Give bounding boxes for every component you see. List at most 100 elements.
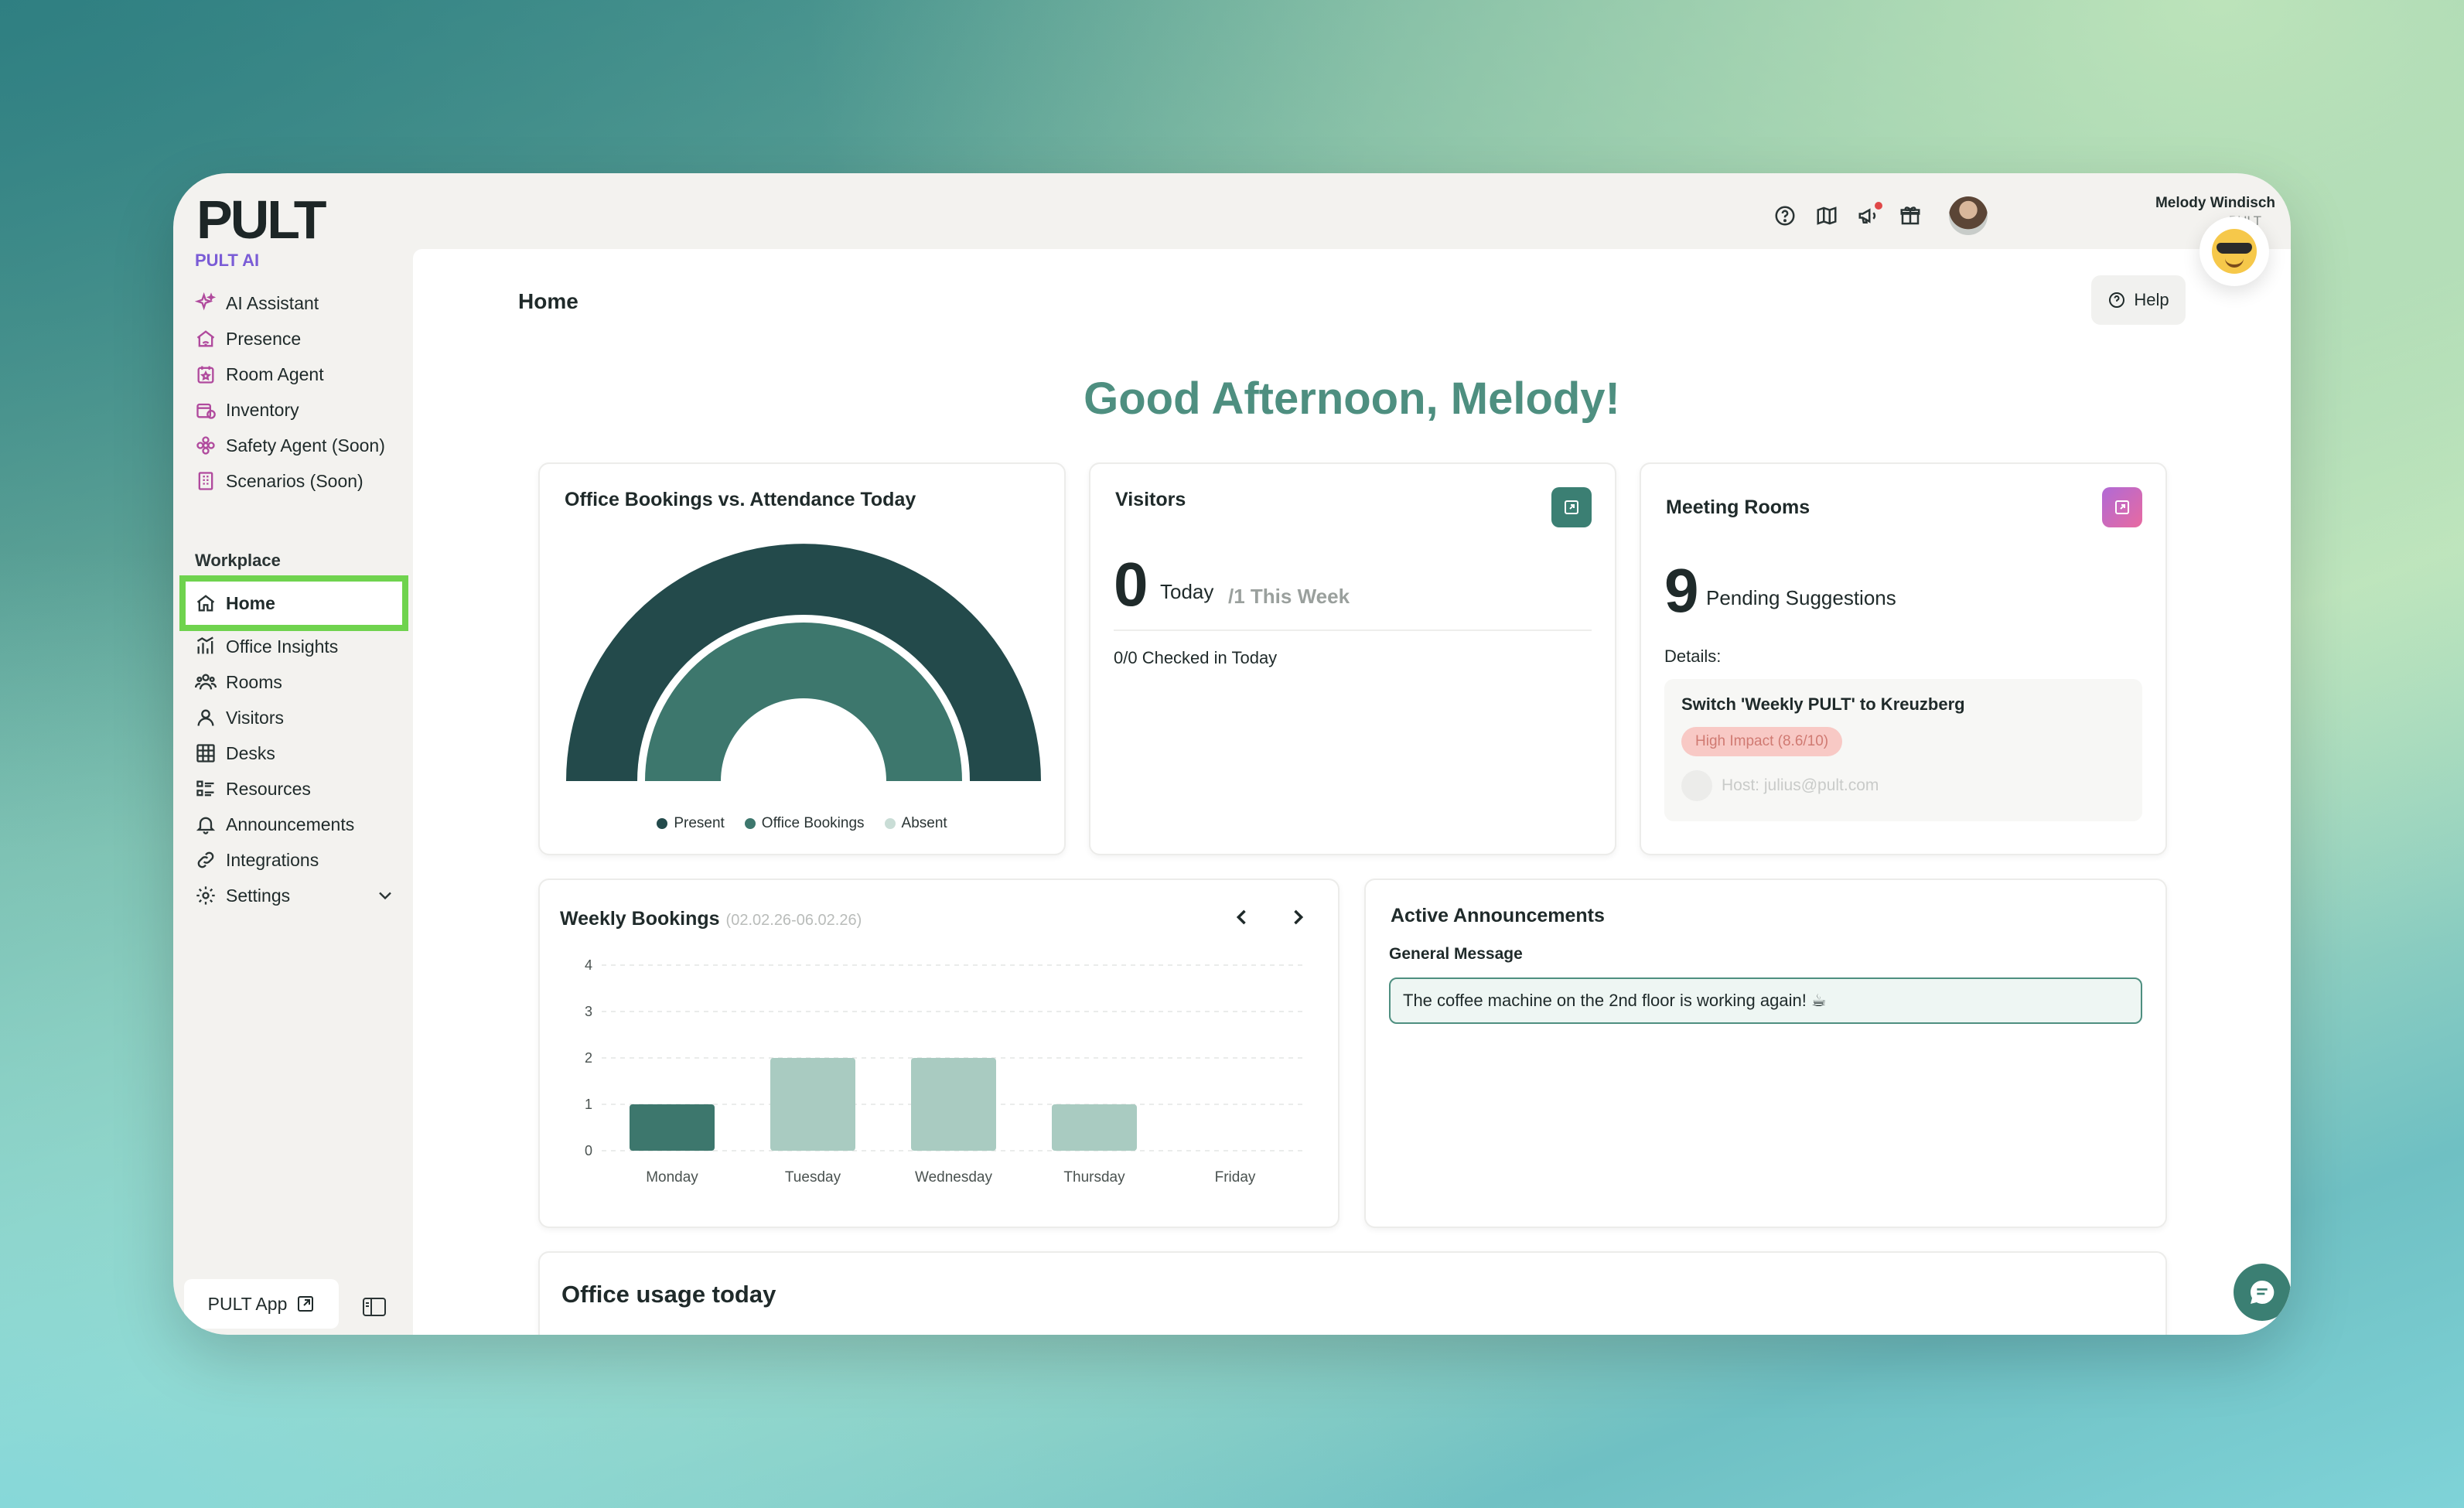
sidebar-item-announcements[interactable]: Announcements bbox=[195, 810, 396, 838]
emoji-status-button[interactable] bbox=[2200, 217, 2269, 286]
y-tick-label: 1 bbox=[585, 1097, 592, 1112]
x-tick-label: Tuesday bbox=[785, 1169, 841, 1186]
sidebar-item-home[interactable]: Home bbox=[179, 575, 408, 631]
sidebar-item-rooms[interactable]: Rooms bbox=[195, 668, 396, 696]
sidebar-section-pult-ai: PULT AI bbox=[195, 251, 260, 270]
weekly-bookings-card: Weekly Bookings (02.02.26-06.02.26) 0 1 2 3 4… bbox=[538, 879, 1340, 1228]
sidebar-item-scenarios[interactable]: Scenarios (Soon) bbox=[195, 467, 396, 495]
bar-wednesday[interactable] bbox=[911, 1058, 996, 1151]
sidebar-item-label: Integrations bbox=[226, 849, 319, 870]
sidebar-item-label: Visitors bbox=[226, 707, 284, 728]
announcement-subtitle: General Message bbox=[1389, 945, 1523, 963]
sidebar-item-label: Desks bbox=[226, 742, 275, 763]
open-meeting-rooms-button[interactable] bbox=[2102, 487, 2142, 527]
suggestion-item[interactable]: Switch 'Weekly PULT' to Kreuzberg High I… bbox=[1664, 679, 2142, 821]
y-tick-label: 2 bbox=[585, 1050, 592, 1066]
greeting-heading: Good Afternoon, Melody! bbox=[1084, 374, 1620, 424]
bookings-arc bbox=[645, 623, 962, 781]
pult-app-button[interactable]: PULT App bbox=[184, 1279, 339, 1329]
y-tick-label: 0 bbox=[585, 1143, 592, 1158]
chevron-down-icon[interactable] bbox=[374, 885, 396, 906]
sidebar-item-settings[interactable]: Settings bbox=[195, 882, 396, 909]
weekly-title: Weekly Bookings bbox=[560, 908, 720, 930]
sidebar-item-label: Home bbox=[226, 592, 275, 613]
external-link-icon bbox=[298, 1296, 314, 1312]
details-label: Details: bbox=[1664, 647, 1722, 666]
building-icon bbox=[198, 472, 213, 490]
meeting-rooms-card: Meeting Rooms 9 Pending Suggestions Deta… bbox=[1640, 462, 2167, 855]
bar-tuesday[interactable] bbox=[770, 1058, 855, 1151]
chat-button[interactable] bbox=[2234, 1264, 2291, 1321]
sidebar-item-ai-assistant[interactable]: AI Assistant bbox=[195, 289, 396, 317]
list-icon bbox=[196, 780, 214, 797]
sidebar-item-resources[interactable]: Resources bbox=[195, 775, 396, 803]
sidebar-toggle-icon[interactable] bbox=[362, 1296, 387, 1318]
legend-absent: Absent bbox=[884, 815, 947, 832]
sidebar-item-inventory[interactable]: Inventory bbox=[195, 396, 396, 424]
user-name[interactable]: Melody Windisch bbox=[2155, 195, 2275, 211]
sidebar-item-label: AI Assistant bbox=[226, 292, 319, 313]
home-signal-icon bbox=[196, 330, 215, 347]
x-tick-label: Friday bbox=[1215, 1169, 1256, 1186]
sidebar-item-label: Safety Agent (Soon) bbox=[226, 435, 385, 455]
help-circle-icon bbox=[2109, 292, 2125, 308]
help-button[interactable]: Help bbox=[2091, 275, 2186, 325]
open-visitors-button[interactable] bbox=[1551, 487, 1592, 527]
link-icon bbox=[197, 851, 214, 868]
user-avatar[interactable] bbox=[1949, 196, 1988, 235]
gear-icon bbox=[196, 886, 215, 905]
host-email: Host: julius@pult.com bbox=[1722, 776, 1879, 794]
suggestions-label: Pending Suggestions bbox=[1706, 586, 1896, 609]
bar-thursday[interactable] bbox=[1052, 1104, 1137, 1151]
x-tick-label: Thursday bbox=[1063, 1169, 1125, 1186]
chart-legend: Present Office Bookings Absent bbox=[540, 815, 1064, 832]
card-title: Office Bookings vs. Attendance Today bbox=[565, 489, 916, 510]
visitors-count: 0 bbox=[1114, 550, 1148, 619]
chat-bubble-icon bbox=[2250, 1280, 2275, 1304]
attendance-card: Office Bookings vs. Attendance Today Pre… bbox=[538, 462, 1066, 855]
visitors-today-label: Today bbox=[1160, 580, 1214, 603]
box-badge-icon bbox=[196, 403, 216, 419]
map-icon[interactable] bbox=[1814, 203, 1839, 228]
weekly-range: (02.02.26-06.02.26) bbox=[725, 912, 862, 929]
card-title: Active Announcements bbox=[1391, 905, 1605, 926]
chevron-left-icon[interactable] bbox=[1231, 906, 1253, 928]
suggestions-count: 9 bbox=[1664, 556, 1699, 625]
gift-icon[interactable] bbox=[1898, 203, 1923, 228]
visitors-card: Visitors 0 Today /1 This Week 0/0 Checke… bbox=[1089, 462, 1616, 855]
top-toolbar bbox=[1773, 196, 2136, 235]
bar-monday[interactable] bbox=[630, 1104, 715, 1151]
sidebar-item-office-insights[interactable]: Office Insights bbox=[195, 633, 396, 660]
sidebar-item-label: Office Insights bbox=[226, 636, 339, 657]
host-avatar bbox=[1681, 770, 1712, 801]
impact-badge: High Impact (8.6/10) bbox=[1681, 727, 1843, 756]
sidebar-item-desks[interactable]: Desks bbox=[195, 739, 396, 767]
pult-app-label: PULT App bbox=[207, 1293, 288, 1314]
sidebar-item-safety-agent[interactable]: Safety Agent (Soon) bbox=[195, 432, 396, 459]
sidebar-item-label: Inventory bbox=[226, 399, 299, 420]
y-tick-label: 4 bbox=[585, 957, 592, 973]
announcement-message[interactable]: The coffee machine on the 2nd floor is w… bbox=[1389, 977, 2142, 1024]
pult-logo[interactable]: PULT bbox=[196, 189, 327, 250]
sidebar-item-visitors[interactable]: Visitors bbox=[195, 704, 396, 732]
help-circle-icon[interactable] bbox=[1773, 203, 1797, 228]
suggestion-host: Host: julius@pult.com bbox=[1681, 770, 1879, 801]
divider bbox=[1114, 629, 1592, 631]
card-title: Office usage today bbox=[561, 1281, 776, 1308]
sidebar-item-presence[interactable]: Presence bbox=[195, 325, 396, 353]
attendance-donut-chart bbox=[566, 544, 1041, 781]
sidebar-item-integrations[interactable]: Integrations bbox=[195, 846, 396, 874]
chevron-right-icon[interactable] bbox=[1287, 906, 1309, 928]
legend-present: Present bbox=[657, 815, 725, 832]
office-usage-card: Office usage today bbox=[538, 1251, 2167, 1335]
sidebar-item-label: Rooms bbox=[226, 671, 282, 692]
card-title: Weekly Bookings (02.02.26-06.02.26) bbox=[560, 908, 862, 930]
sidebar-item-room-agent[interactable]: Room Agent bbox=[195, 360, 396, 388]
sparkles-icon bbox=[195, 292, 217, 311]
megaphone-icon[interactable] bbox=[1856, 202, 1882, 228]
house-icon bbox=[196, 595, 215, 612]
sunglasses-emoji-icon bbox=[2212, 229, 2257, 274]
app-window: PULT Melody Windisch PULT PULT AI AI Ass… bbox=[173, 173, 2291, 1335]
suggestion-title: Switch 'Weekly PULT' to Kreuzberg bbox=[1681, 694, 1965, 714]
sidebar-item-label: Resources bbox=[226, 778, 311, 799]
